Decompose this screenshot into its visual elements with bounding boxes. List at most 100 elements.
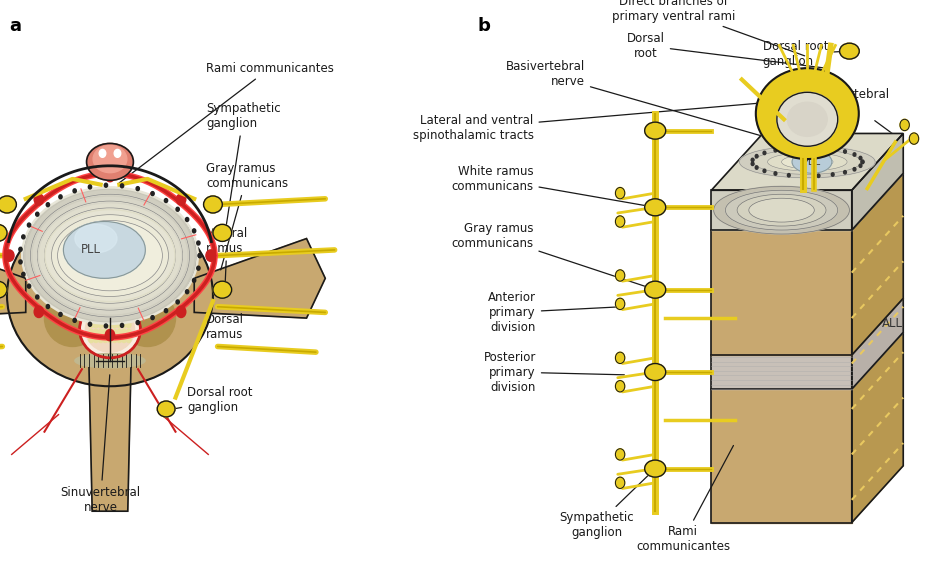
Circle shape [831,173,834,176]
Text: White ramus
communicans: White ramus communicans [451,165,652,207]
Circle shape [103,322,108,328]
Circle shape [151,316,154,320]
Circle shape [98,322,103,328]
Polygon shape [711,173,903,230]
Ellipse shape [792,151,832,173]
Ellipse shape [120,290,176,346]
Circle shape [126,329,131,335]
Circle shape [136,320,139,324]
Circle shape [763,151,766,154]
Circle shape [616,477,625,488]
Text: Dorsal
root: Dorsal root [627,32,824,68]
Circle shape [98,329,103,335]
Circle shape [89,337,94,343]
Circle shape [59,312,62,316]
Ellipse shape [739,146,875,178]
Ellipse shape [725,190,838,230]
Circle shape [34,194,43,205]
Circle shape [616,449,625,460]
Circle shape [197,241,200,245]
Polygon shape [711,230,852,355]
Ellipse shape [157,401,175,417]
Ellipse shape [94,145,127,173]
Circle shape [117,337,122,343]
Circle shape [126,322,131,328]
Circle shape [34,306,43,318]
Circle shape [197,266,200,270]
Circle shape [752,158,754,162]
Circle shape [774,172,777,175]
Circle shape [117,322,122,328]
Text: Direct branches of
primary ventral rami: Direct branches of primary ventral rami [612,0,805,56]
Circle shape [151,191,154,195]
Polygon shape [711,133,903,190]
Circle shape [755,166,758,169]
Circle shape [165,308,168,312]
Ellipse shape [64,222,145,278]
Circle shape [46,203,50,207]
Ellipse shape [75,353,145,368]
Circle shape [616,381,625,392]
Text: Posterior
primary
division: Posterior primary division [484,350,624,394]
Ellipse shape [44,208,176,303]
Ellipse shape [782,155,833,169]
Polygon shape [711,190,852,230]
Circle shape [802,174,805,178]
Circle shape [98,315,103,320]
Text: Anterior
primary
division: Anterior primary division [488,291,620,334]
Ellipse shape [753,149,861,174]
Circle shape [19,247,22,251]
Text: Rami communicantes: Rami communicantes [119,62,334,183]
Circle shape [112,322,117,328]
Circle shape [5,250,14,261]
Circle shape [22,272,25,276]
Circle shape [616,187,625,199]
Ellipse shape [45,290,101,346]
Circle shape [105,170,115,182]
Ellipse shape [645,122,665,139]
Circle shape [843,170,846,174]
Circle shape [98,337,103,343]
Text: Ventral
ramus: Ventral ramus [206,227,248,293]
Text: PLL: PLL [81,244,101,256]
Ellipse shape [7,204,213,386]
Ellipse shape [51,215,168,296]
Polygon shape [852,133,903,230]
Circle shape [165,199,168,203]
Circle shape [122,329,126,335]
Ellipse shape [787,102,827,136]
Circle shape [108,337,112,343]
Ellipse shape [37,201,183,310]
Ellipse shape [213,224,232,241]
Circle shape [27,223,31,227]
Text: ALL: ALL [883,318,903,330]
Ellipse shape [768,153,847,171]
Text: Dorsal root
ganglion: Dorsal root ganglion [176,386,253,415]
Circle shape [185,218,189,222]
Circle shape [122,337,126,343]
Polygon shape [852,173,903,355]
Circle shape [185,290,189,294]
Circle shape [616,352,625,364]
Circle shape [105,329,114,341]
Circle shape [112,337,117,343]
Ellipse shape [738,194,826,226]
Text: PLL: PLL [802,157,822,167]
Circle shape [121,323,124,327]
Circle shape [206,250,215,261]
Circle shape [104,324,108,328]
Ellipse shape [645,364,665,381]
Ellipse shape [0,224,7,241]
Ellipse shape [80,301,140,358]
Text: Lateral and ventral
spinothalamic tracts: Lateral and ventral spinothalamic tracts [413,102,768,142]
Circle shape [802,146,805,149]
Circle shape [126,315,131,320]
Circle shape [193,278,196,282]
Circle shape [861,160,864,164]
Circle shape [752,162,754,165]
Circle shape [121,184,124,188]
Circle shape [22,235,25,239]
Circle shape [73,189,77,193]
Ellipse shape [23,187,197,324]
Circle shape [108,315,112,320]
